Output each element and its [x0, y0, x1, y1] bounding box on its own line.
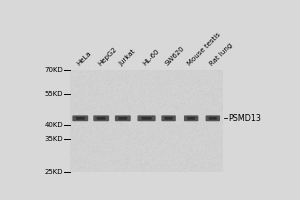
FancyBboxPatch shape	[76, 117, 85, 120]
FancyBboxPatch shape	[165, 117, 173, 120]
Text: 40KD: 40KD	[44, 122, 63, 128]
Text: HL-60: HL-60	[142, 48, 161, 67]
FancyBboxPatch shape	[206, 115, 220, 121]
FancyBboxPatch shape	[209, 117, 217, 120]
Text: SW620: SW620	[164, 45, 186, 67]
Text: 55KD: 55KD	[45, 91, 63, 97]
FancyBboxPatch shape	[187, 117, 195, 120]
FancyBboxPatch shape	[184, 115, 198, 121]
Text: 70KD: 70KD	[44, 67, 63, 73]
Text: Mouse testis: Mouse testis	[187, 32, 222, 67]
FancyBboxPatch shape	[161, 115, 176, 121]
FancyBboxPatch shape	[118, 117, 127, 120]
FancyBboxPatch shape	[97, 117, 106, 120]
FancyBboxPatch shape	[142, 117, 152, 120]
Text: 35KD: 35KD	[44, 136, 63, 142]
Text: Rat lung: Rat lung	[208, 42, 233, 67]
Text: HeLa: HeLa	[76, 50, 93, 67]
Text: Jurkat: Jurkat	[118, 48, 137, 67]
Text: HepG2: HepG2	[97, 46, 118, 67]
FancyBboxPatch shape	[137, 115, 156, 121]
Text: PSMD13: PSMD13	[228, 114, 261, 123]
FancyBboxPatch shape	[115, 115, 131, 121]
Text: 25KD: 25KD	[45, 169, 63, 175]
FancyBboxPatch shape	[93, 115, 109, 121]
FancyBboxPatch shape	[72, 115, 88, 121]
